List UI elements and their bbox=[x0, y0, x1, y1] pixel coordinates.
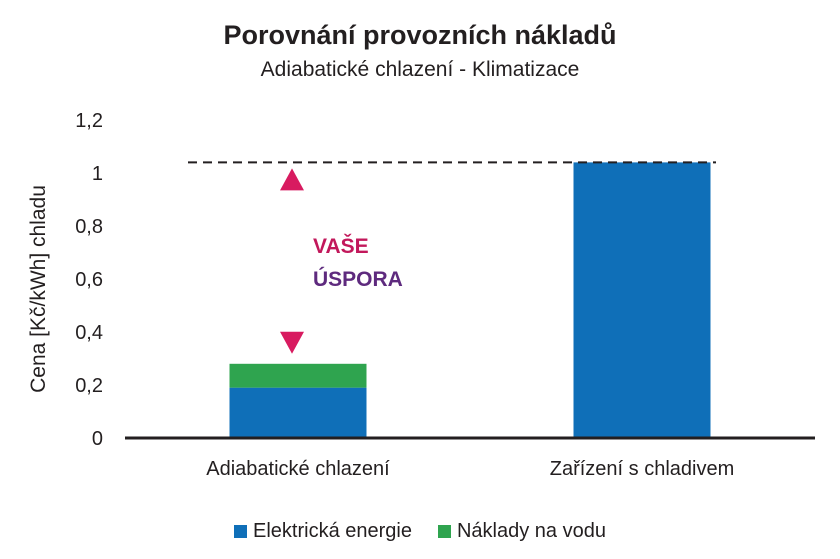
y-tick-label: 0,2 bbox=[75, 375, 103, 397]
legend-item: Elektrická energie bbox=[234, 520, 412, 543]
bar-electricity-0 bbox=[229, 387, 367, 438]
chart-plot: Cena [Kč/kWh] chladu 0 0,2 0,4 0,6 0,8 1 1,2 V… bbox=[27, 110, 815, 480]
legend: Elektrická energie Náklady na vodu bbox=[0, 520, 840, 543]
y-tick-label: 0,4 bbox=[75, 322, 103, 344]
x-category-label: Zařízení s chladivem bbox=[550, 458, 735, 480]
legend-item: Náklady na vodu bbox=[437, 520, 606, 543]
savings-arrow-head-up bbox=[280, 168, 304, 191]
y-tick-label: 0,6 bbox=[75, 269, 103, 291]
savings-label: ÚSPORA bbox=[313, 267, 403, 291]
y-tick-label: 1 bbox=[92, 163, 103, 185]
y-axis-label: Cena [Kč/kWh] chladu bbox=[27, 185, 50, 393]
y-tick-label: 0 bbox=[92, 428, 103, 450]
chart-title: Porovnání provozních nákladů bbox=[223, 20, 617, 50]
bar-water-0 bbox=[229, 363, 367, 388]
savings-label: VAŠE bbox=[313, 234, 369, 258]
y-tick-label: 0,8 bbox=[75, 216, 103, 238]
savings-arrow-head-down bbox=[280, 331, 304, 354]
y-tick-label: 1,2 bbox=[75, 110, 103, 132]
bar-electricity-1 bbox=[573, 162, 711, 438]
x-category-label: Adiabatické chlazení bbox=[206, 458, 390, 480]
chart-subtitle: Adiabatické chlazení - Klimatizace bbox=[260, 58, 580, 81]
legend-swatch bbox=[234, 525, 248, 538]
legend-label: Elektrická energie bbox=[253, 520, 412, 542]
legend-label: Náklady na vodu bbox=[456, 520, 606, 542]
legend-swatch bbox=[437, 525, 451, 538]
